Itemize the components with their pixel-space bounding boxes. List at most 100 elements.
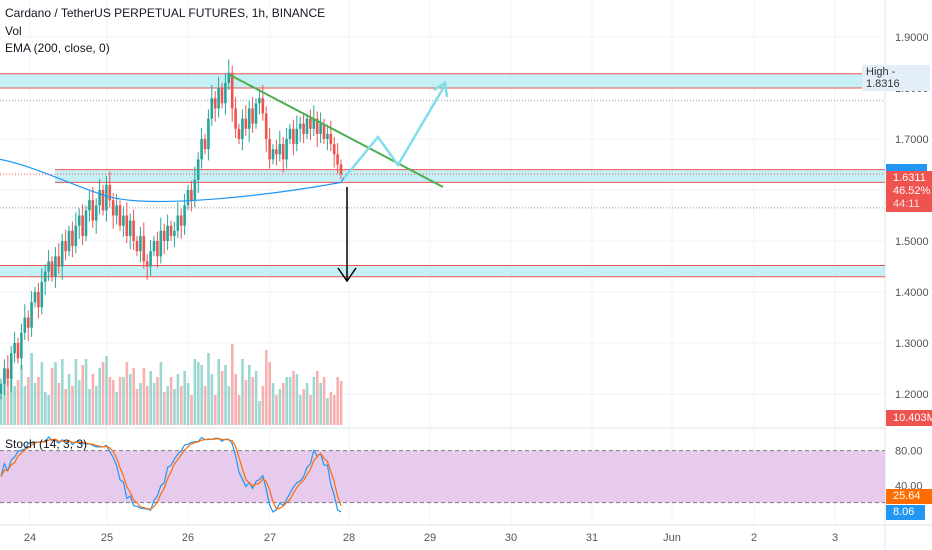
volume-bar [44,392,47,425]
price-tick: 1.4000 [895,287,929,299]
date-tick: 3 [832,532,838,544]
volume-bar [0,395,3,425]
volume-bar [190,395,193,425]
volume-bar [309,395,312,425]
volume-bar [193,359,197,425]
volume-bar [125,362,129,425]
stoch-legend[interactable]: Stoch (14, 3, 3) [5,437,88,451]
volume-bar [101,362,105,425]
volume-bar [142,368,146,425]
volume-bar [271,383,275,425]
candle [94,205,98,221]
volume-bar [173,389,176,425]
candle [166,225,169,241]
candle [220,88,224,104]
vol-legend[interactable]: Vol [5,24,22,38]
candle [33,292,37,303]
price-tick: 1.9000 [895,32,929,44]
candle [312,118,316,129]
candle [132,220,135,241]
stoch-d-line [0,438,342,510]
candle [13,343,16,354]
date-tick: 25 [101,532,113,544]
ema-legend[interactable]: EMA (200, close, 0) [5,41,110,55]
stoch-band [0,450,885,503]
candle [237,128,241,139]
date-tick: 30 [505,532,517,544]
candle [210,98,214,119]
volume-bar [84,359,88,425]
volume-bar [333,395,336,425]
change-percent: 46.52% [893,185,931,197]
price-tick: 1.3000 [895,338,929,350]
trendline [229,74,444,188]
volume-bar [47,395,50,425]
price-tick: 1.5000 [895,236,929,248]
candle [268,139,271,160]
candle [64,241,67,252]
candle [230,72,234,109]
volume-bar [20,365,23,425]
candle [326,133,329,139]
date-tick: 24 [24,532,36,544]
volume-bar [3,368,6,425]
date-tick: 29 [424,532,436,544]
candle [122,215,125,226]
support-resistance-zone [0,73,885,88]
candle [186,190,190,206]
candle [135,241,139,252]
stoch-tick: 80.00 [895,446,923,458]
candle [139,235,142,252]
volume-bar [312,377,316,425]
volume-bar [81,365,84,425]
candle [0,383,3,394]
stoch-k-line [0,436,342,513]
volume-bar [67,374,71,425]
volume-tag: 10.403M [886,410,932,426]
price-tag: 1.6311 46.52% 44:11 [886,171,932,212]
volume-bar [74,359,78,425]
candle [227,72,231,83]
volume-bar [224,365,227,425]
volume-bar [319,383,322,425]
volume-bar [118,377,122,425]
volume-bar [71,386,74,425]
candle [81,215,84,236]
candle [88,200,91,211]
volume-bar [169,377,173,425]
candle [60,241,64,267]
volume-bar [200,365,203,425]
candle [67,230,71,252]
volume-bar [227,386,231,425]
volume-bar [16,380,20,425]
price-tick: 1.2000 [895,389,929,401]
candle [71,230,74,247]
volume-bar [339,380,343,425]
candle [156,241,159,257]
volume-bar [50,368,54,425]
ema-tag [886,164,927,172]
date-tick: 26 [182,532,194,544]
volume-bar [108,377,112,425]
volume-bar [152,383,156,425]
candle [302,123,305,134]
candle [173,230,176,236]
projection-path [344,84,447,178]
candle [74,225,78,247]
volume-bar [33,383,37,425]
volume-bar [61,359,64,425]
candle [183,205,186,226]
candle [108,184,112,201]
volume-bar [105,356,108,425]
candle [196,159,200,180]
projection-arrowhead [433,80,449,98]
candle [271,149,275,160]
volume-bar [268,362,271,425]
date-tick: 31 [586,532,598,544]
candle [152,241,156,252]
volume-bar [237,395,241,425]
date-tick: 27 [264,532,276,544]
candle [105,184,108,211]
